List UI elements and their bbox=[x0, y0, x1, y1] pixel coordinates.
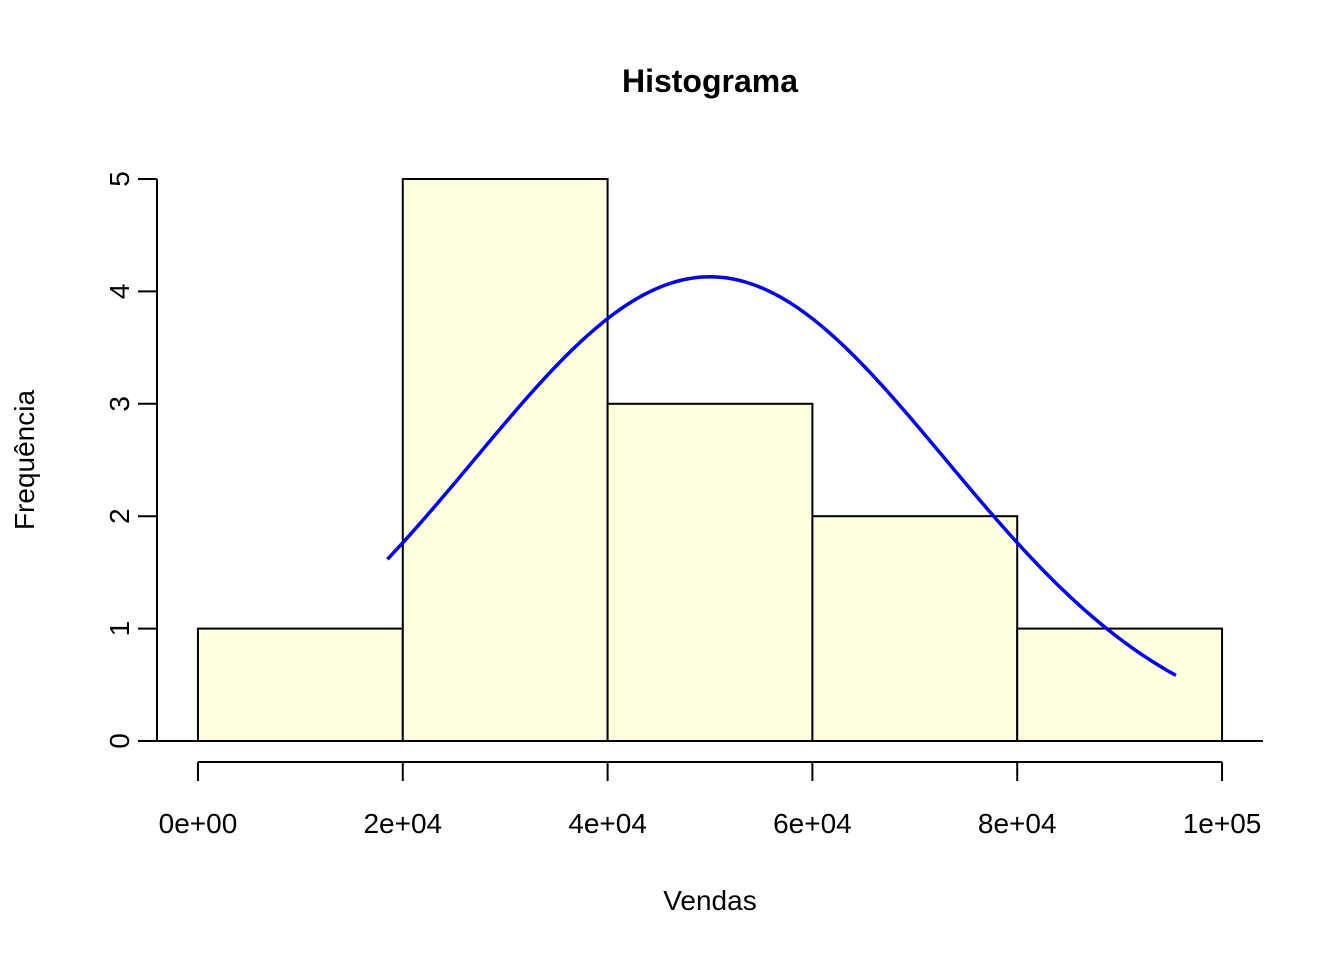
x-tick-label-4: 8e+04 bbox=[978, 808, 1057, 839]
y-tick-label-5: 5 bbox=[104, 171, 135, 187]
histogram-bars bbox=[196, 178, 1224, 743]
y-tick-label-4: 4 bbox=[104, 284, 135, 300]
histogram-bar-0 bbox=[196, 627, 404, 742]
x-tick-label-2: 4e+04 bbox=[568, 808, 647, 839]
histogram-bar-4 bbox=[1016, 627, 1224, 742]
histogram-bar-1 bbox=[401, 178, 609, 742]
y-tick-label-1: 1 bbox=[104, 621, 135, 637]
x-tick-label-0: 0e+00 bbox=[159, 808, 238, 839]
x-axis: 0e+00 2e+04 4e+04 6e+04 8e+04 1e+05 bbox=[157, 740, 1263, 839]
y-tick-label-0: 0 bbox=[104, 733, 135, 749]
histogram-bar-3 bbox=[811, 515, 1019, 743]
x-axis-label: Vendas bbox=[663, 885, 756, 916]
x-tick-label-1: 2e+04 bbox=[363, 808, 442, 839]
x-tick-label-5: 1e+05 bbox=[1183, 808, 1262, 839]
y-tick-label-3: 3 bbox=[104, 396, 135, 412]
histogram-bar-2 bbox=[606, 402, 814, 742]
chart-title: Histograma bbox=[622, 63, 798, 99]
density-curve bbox=[386, 275, 1177, 677]
y-axis: 0 1 2 3 4 5 bbox=[104, 171, 158, 749]
x-tick-label-3: 6e+04 bbox=[773, 808, 852, 839]
y-tick-label-2: 2 bbox=[104, 508, 135, 524]
y-axis-label: Frequência bbox=[9, 390, 40, 531]
